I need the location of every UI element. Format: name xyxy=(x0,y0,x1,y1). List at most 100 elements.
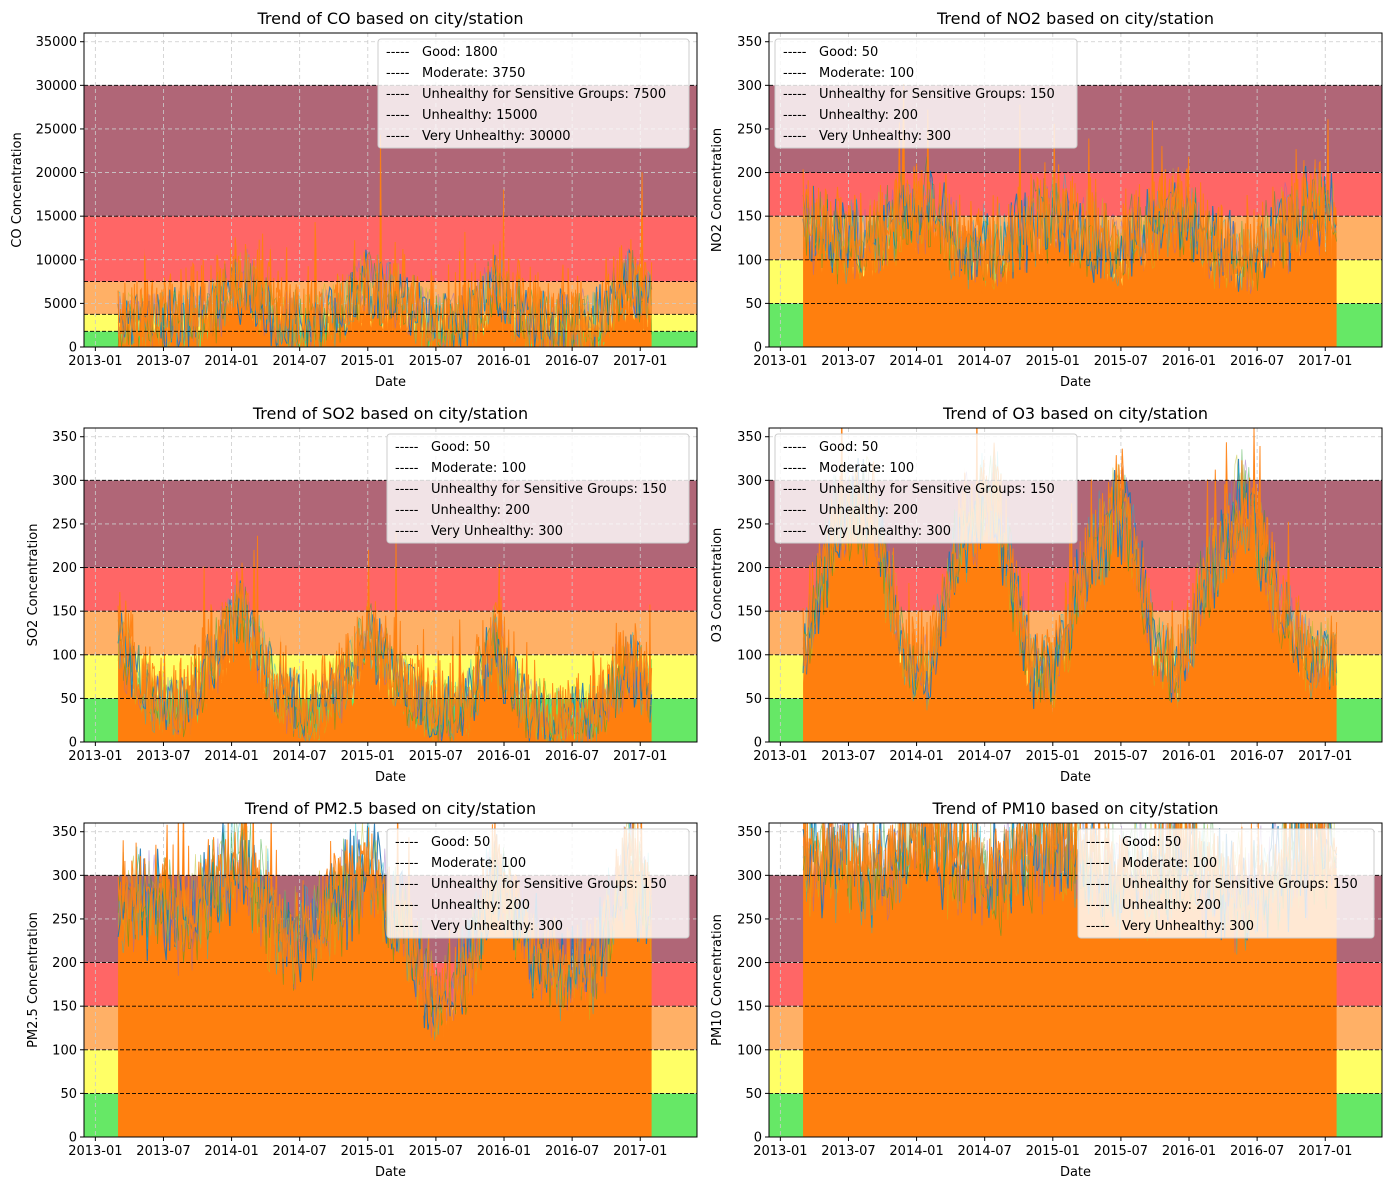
y-tick-label: 150 xyxy=(52,605,77,620)
chart-pm10: 0 50 100 150 200 250 300 350 2013-01 2013-07 2014-… xyxy=(710,799,1383,1180)
x-tick-label: 2016-07 xyxy=(1230,749,1284,764)
y-tick-label: 150 xyxy=(737,605,762,620)
legend-entry: Good: 50 xyxy=(819,440,878,455)
x-tick-label: 2014-01 xyxy=(889,1144,943,1159)
legend-line-glyph: ----- xyxy=(395,835,419,850)
x-tick-label: 2017-01 xyxy=(613,749,667,764)
legend-box xyxy=(774,38,1078,149)
x-tick-label: 2016-01 xyxy=(1162,354,1216,369)
x-tick-label: 2015-01 xyxy=(341,749,395,764)
x-tick-label: 2013-01 xyxy=(753,1144,807,1159)
legend: ----- Good: 50 ----- Moderate: 100 ----- Unhe… xyxy=(774,433,1078,544)
y-tick-label: 15000 xyxy=(36,210,77,225)
x-tick-label: 2013-01 xyxy=(753,749,807,764)
aqi-band-unhealthy xyxy=(84,567,697,612)
plot-area xyxy=(769,33,1382,347)
legend-entry: Unhealthy for Sensitive Groups: 150 xyxy=(1122,877,1358,892)
x-tick-label: 2014-07 xyxy=(958,354,1012,369)
x-tick-label: 2016-01 xyxy=(1162,749,1216,764)
plot-area xyxy=(84,33,697,347)
x-tick-label: 2014-01 xyxy=(889,749,943,764)
legend-entry: Unhealthy: 200 xyxy=(819,108,918,123)
x-tick-label: 2017-01 xyxy=(613,1144,667,1159)
legend-line-glyph: ----- xyxy=(395,877,419,892)
y-tick-label: 300 xyxy=(737,474,762,489)
y-tick-label: 100 xyxy=(52,1043,77,1058)
legend-entry: Very Unhealthy: 300 xyxy=(819,524,951,539)
legend-line-glyph: ----- xyxy=(783,108,807,123)
y-tick-label: 350 xyxy=(737,825,762,840)
y-tick-label: 35000 xyxy=(36,35,77,50)
legend-box xyxy=(1077,828,1375,939)
y-tick-label: 100 xyxy=(737,648,762,663)
chart-title: Trend of PM10 based on city/station xyxy=(931,799,1218,818)
x-axis-label: Date xyxy=(375,770,406,785)
plot-area xyxy=(84,428,697,742)
x-tick-label: 2016-07 xyxy=(545,1144,599,1159)
x-tick-label: 2016-07 xyxy=(1230,354,1284,369)
legend-entry: Unhealthy for Sensitive Groups: 150 xyxy=(819,87,1055,102)
legend-line-glyph: ----- xyxy=(386,129,410,144)
y-tick-label: 50 xyxy=(745,1087,762,1102)
series-area xyxy=(118,533,652,742)
legend: ----- Good: 50 ----- Moderate: 100 ----- Unhe… xyxy=(386,828,690,939)
x-axis-label: Date xyxy=(375,375,406,390)
legend-entry: Unhealthy: 200 xyxy=(1122,898,1221,913)
y-tick-label: 100 xyxy=(737,253,762,268)
y-tick-label: 10000 xyxy=(36,253,77,268)
x-tick-label: 2013-07 xyxy=(821,1144,875,1159)
legend-line-glyph: ----- xyxy=(783,87,807,102)
legend-line-glyph: ----- xyxy=(395,482,419,497)
legend-line-glyph: ----- xyxy=(395,898,419,913)
x-tick-label: 2015-07 xyxy=(1094,1144,1148,1159)
axes-frame xyxy=(768,32,1383,348)
x-tick-label: 2013-07 xyxy=(821,354,875,369)
x-tick-label: 2016-01 xyxy=(1162,1144,1216,1159)
y-tick-label: 150 xyxy=(737,1000,762,1015)
chart-pm25: 0 50 100 150 200 250 300 350 2013-01 2013-07 2014-… xyxy=(26,799,698,1180)
chart-no2: 0 50 100 150 200 250 300 350 2013-01 2013-07 2014-… xyxy=(710,9,1383,390)
series-line-main xyxy=(117,531,653,741)
legend-entry: Very Unhealthy: 300 xyxy=(431,524,563,539)
x-tick-label: 2013-01 xyxy=(68,749,122,764)
legend-line-glyph: ----- xyxy=(1086,919,1110,934)
x-tick-label: 2014-07 xyxy=(958,1144,1012,1159)
y-tick-label: 0 xyxy=(69,1131,77,1146)
chart-title: Trend of NO2 based on city/station xyxy=(936,9,1214,28)
legend-line-glyph: ----- xyxy=(386,108,410,123)
y-tick-label: 20000 xyxy=(36,166,77,181)
chart-co: 0 5000 10000 15000 20000 25000 30000 35000 2013-… xyxy=(10,9,698,390)
x-tick-label: 2015-01 xyxy=(341,354,395,369)
legend-entry: Moderate: 100 xyxy=(431,856,526,871)
legend-entry: Good: 50 xyxy=(819,45,878,60)
legend-entry: Very Unhealthy: 300 xyxy=(819,129,951,144)
x-tick-label: 2013-07 xyxy=(821,749,875,764)
axes-frame xyxy=(83,822,698,1138)
y-axis-label: CO Concentration xyxy=(10,132,25,247)
legend-line-glyph: ----- xyxy=(1086,835,1110,850)
legend: ----- Good: 50 ----- Moderate: 100 ----- Unhe… xyxy=(774,38,1078,149)
y-tick-label: 300 xyxy=(52,474,77,489)
y-tick-label: 150 xyxy=(737,210,762,225)
legend-line-glyph: ----- xyxy=(783,66,807,81)
y-tick-label: 350 xyxy=(737,430,762,445)
x-tick-label: 2015-07 xyxy=(1094,749,1148,764)
x-tick-label: 2016-07 xyxy=(545,749,599,764)
y-tick-label: 0 xyxy=(69,341,77,356)
legend-line-glyph: ----- xyxy=(783,129,807,144)
y-axis-label: SO2 Concentration xyxy=(26,524,41,647)
x-tick-label: 2013-07 xyxy=(136,354,190,369)
chart-title: Trend of SO2 based on city/station xyxy=(252,404,528,423)
y-tick-label: 50 xyxy=(745,692,762,707)
y-axis-label: PM2.5 Concentration xyxy=(26,912,41,1048)
legend-line-glyph: ----- xyxy=(783,440,807,455)
axes-frame xyxy=(768,822,1383,1138)
x-tick-label: 2013-01 xyxy=(68,1144,122,1159)
y-tick-label: 250 xyxy=(737,517,762,532)
legend-entry: Very Unhealthy: 300 xyxy=(1122,919,1254,934)
x-tick-label: 2016-07 xyxy=(1230,1144,1284,1159)
y-tick-label: 50 xyxy=(60,1087,77,1102)
legend-entry: Good: 50 xyxy=(431,440,490,455)
legend-box xyxy=(386,433,690,544)
